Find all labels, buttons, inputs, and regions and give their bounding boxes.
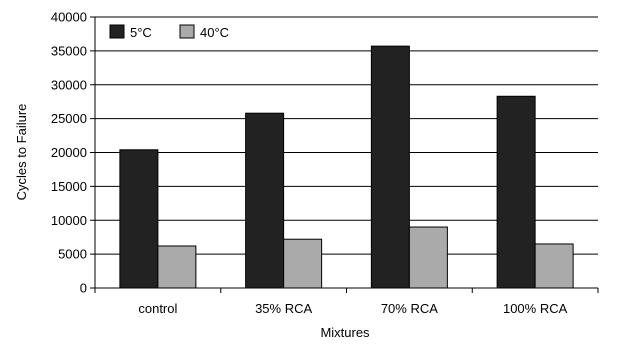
legend-swatch <box>109 24 125 39</box>
x-tick-label: 70% RCA <box>381 301 438 316</box>
bar-series2-1 <box>283 238 323 289</box>
y-tick-label: 30000 <box>51 77 87 92</box>
legend-swatch <box>179 24 195 39</box>
gridlines <box>95 16 598 255</box>
legend-label: 40°C <box>200 25 229 40</box>
y-axis-title: Cycles to Failure <box>14 104 29 201</box>
y-tick-label: 25000 <box>51 111 87 126</box>
y-tick-label: 15000 <box>51 179 87 194</box>
x-tick-labels: control 35% RCA 70% RCA 100% RCA <box>138 301 567 316</box>
y-tick-label: 35000 <box>51 43 87 58</box>
y-tick-label: 20000 <box>51 145 87 160</box>
x-axis-title: Mixtures <box>320 325 370 340</box>
bars <box>119 45 574 289</box>
legend: 5°C 40°C <box>109 24 229 40</box>
bar-series1-3 <box>496 95 536 289</box>
bar-series2-2 <box>408 226 448 289</box>
bar-series1-1 <box>245 112 285 289</box>
axes <box>90 16 599 293</box>
bar-series1-2 <box>370 45 410 289</box>
x-tick-label: control <box>138 301 177 316</box>
legend-label: 5°C <box>130 25 152 40</box>
bar-series2-3 <box>534 243 574 289</box>
y-tick-labels: 0 5000 10000 15000 20000 25000 30000 35000 40000 <box>51 10 87 296</box>
y-tick-label: 0 <box>80 281 87 296</box>
y-tick-label: 40000 <box>51 10 87 25</box>
x-tick-label: 35% RCA <box>255 301 312 316</box>
y-tick-label: 5000 <box>58 247 87 262</box>
y-tick-label: 10000 <box>51 213 87 228</box>
bar-series1-0 <box>119 149 159 289</box>
x-tick-label: 100% RCA <box>503 301 568 316</box>
bar-series2-0 <box>157 245 197 289</box>
